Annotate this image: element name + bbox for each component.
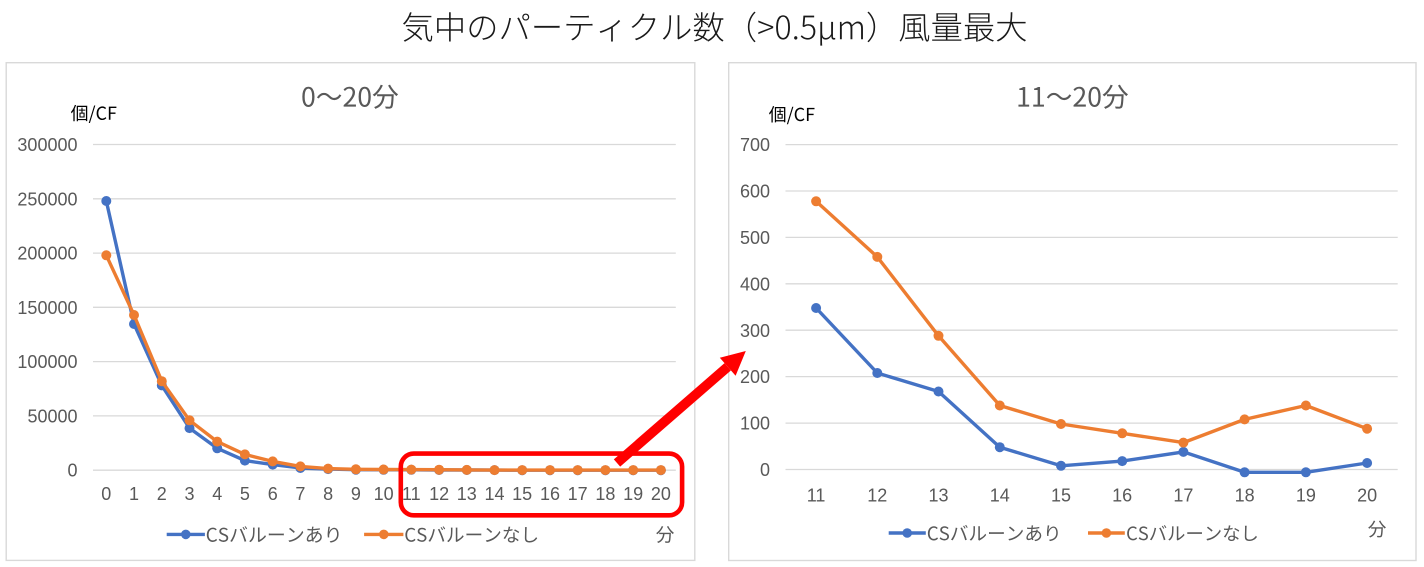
- svg-text:19: 19: [623, 484, 643, 504]
- svg-text:150000: 150000: [17, 298, 77, 318]
- svg-text:7: 7: [295, 484, 305, 504]
- svg-text:20: 20: [651, 484, 671, 504]
- svg-text:8: 8: [323, 484, 333, 504]
- svg-text:15: 15: [512, 484, 532, 504]
- svg-text:16: 16: [1112, 486, 1132, 506]
- svg-text:300: 300: [740, 321, 770, 341]
- svg-text:300000: 300000: [17, 135, 77, 155]
- svg-text:50000: 50000: [27, 407, 77, 427]
- svg-text:600: 600: [740, 182, 770, 202]
- svg-text:400: 400: [740, 274, 770, 294]
- svg-text:500: 500: [740, 228, 770, 248]
- svg-text:13: 13: [457, 484, 477, 504]
- svg-text:250000: 250000: [17, 189, 77, 209]
- svg-text:0: 0: [101, 484, 111, 504]
- svg-text:200: 200: [740, 367, 770, 387]
- svg-text:700: 700: [740, 135, 770, 155]
- svg-text:14: 14: [990, 486, 1010, 506]
- svg-text:14: 14: [484, 484, 504, 504]
- svg-text:3: 3: [184, 484, 194, 504]
- svg-text:200000: 200000: [17, 244, 77, 264]
- svg-text:18: 18: [1235, 486, 1255, 506]
- svg-text:17: 17: [568, 484, 588, 504]
- svg-text:1: 1: [129, 484, 139, 504]
- svg-text:12: 12: [429, 484, 449, 504]
- svg-text:0: 0: [67, 461, 77, 481]
- svg-text:12: 12: [867, 486, 887, 506]
- svg-text:0: 0: [760, 460, 770, 480]
- svg-text:16: 16: [540, 484, 560, 504]
- svg-text:11: 11: [807, 486, 826, 506]
- svg-text:20: 20: [1357, 486, 1377, 506]
- svg-text:6: 6: [268, 484, 278, 504]
- svg-text:10: 10: [374, 484, 394, 504]
- svg-text:9: 9: [351, 484, 361, 504]
- svg-text:15: 15: [1051, 486, 1071, 506]
- svg-text:11: 11: [402, 484, 421, 504]
- svg-text:18: 18: [595, 484, 615, 504]
- svg-text:13: 13: [928, 486, 948, 506]
- svg-text:100000: 100000: [17, 352, 77, 372]
- svg-text:2: 2: [157, 484, 167, 504]
- svg-text:19: 19: [1296, 486, 1316, 506]
- svg-text:17: 17: [1173, 486, 1193, 506]
- svg-text:100: 100: [740, 414, 770, 434]
- svg-text:4: 4: [212, 484, 222, 504]
- svg-text:5: 5: [240, 484, 250, 504]
